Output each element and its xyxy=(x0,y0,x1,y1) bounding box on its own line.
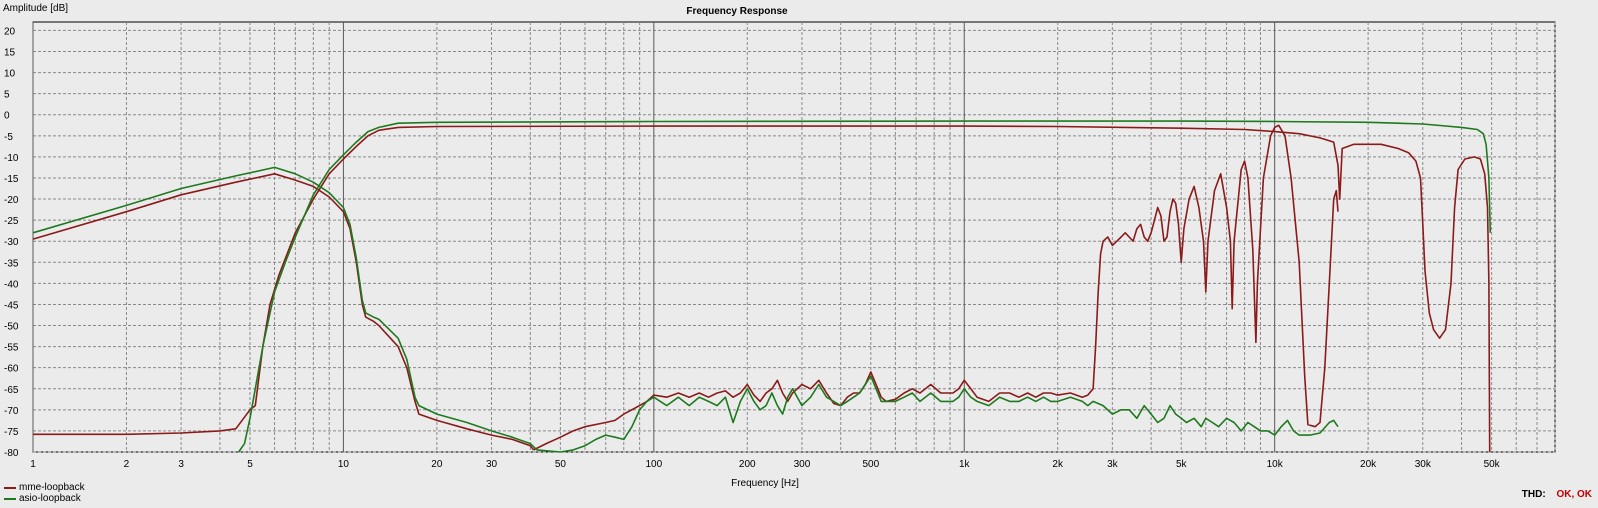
y-axis-label: Amplitude [dB] xyxy=(3,3,68,14)
series-line-asio-loopback xyxy=(536,375,1339,453)
x-tick-label: 2 xyxy=(124,459,130,470)
y-tick-label: -40 xyxy=(4,279,19,290)
x-tick-label: 50 xyxy=(555,459,567,470)
legend-label-asio: asio-loopback xyxy=(19,493,81,504)
series-line-asio-loopback xyxy=(32,166,538,451)
y-tick-label: 0 xyxy=(4,111,10,122)
x-tick-label: 10k xyxy=(1267,459,1284,470)
legend-swatch-asio xyxy=(4,497,16,500)
y-tick-label: -55 xyxy=(4,343,19,354)
grid xyxy=(32,22,1556,453)
x-tick-label: 5k xyxy=(1176,459,1188,470)
x-tick-label: 10 xyxy=(338,459,350,470)
x-axis-label: Frequency [Hz] xyxy=(731,478,799,489)
legend-item-asio: asio-loopback xyxy=(4,493,85,504)
y-tick-label: 15 xyxy=(4,48,16,59)
thd-label: THD: xyxy=(1521,489,1546,500)
x-tick-label: 20k xyxy=(1360,459,1377,470)
tick-labels: 20151050-5-10-15-20-25-30-35-40-45-50-55… xyxy=(4,26,1501,470)
legend-swatch-mme xyxy=(4,486,16,489)
y-tick-label: 10 xyxy=(4,69,16,80)
x-tick-label: 30 xyxy=(486,459,498,470)
x-tick-label: 1k xyxy=(959,459,971,470)
y-tick-label: -5 xyxy=(4,132,13,143)
thd-status: THD: OK, OK xyxy=(1522,489,1592,500)
x-tick-label: 20 xyxy=(431,459,443,470)
legend-label-mme: mme-loopback xyxy=(19,482,85,493)
x-tick-label: 500 xyxy=(862,459,879,470)
y-tick-label: 5 xyxy=(4,90,10,101)
y-tick-label: -30 xyxy=(4,237,19,248)
x-tick-label: 3k xyxy=(1107,459,1119,470)
y-tick-label: -35 xyxy=(4,258,19,269)
series-line-asio-loopback xyxy=(238,120,1492,453)
x-tick-label: 50k xyxy=(1484,459,1501,470)
legend-item-mme: mme-loopback xyxy=(4,482,85,493)
y-tick-label: -20 xyxy=(4,195,19,206)
x-tick-label: 100 xyxy=(645,459,662,470)
x-tick-label: 2k xyxy=(1052,459,1064,470)
y-tick-label: 20 xyxy=(4,26,16,37)
y-tick-label: -65 xyxy=(4,385,19,396)
chart-title: Frequency Response xyxy=(686,6,788,17)
y-tick-label: -10 xyxy=(4,153,19,164)
x-tick-label: 30k xyxy=(1415,459,1432,470)
thd-value: OK, OK xyxy=(1556,489,1592,500)
y-tick-label: -75 xyxy=(4,427,19,438)
y-tick-label: -50 xyxy=(4,322,19,333)
plot-background xyxy=(32,21,1556,453)
series-lines xyxy=(32,120,1492,453)
y-tick-label: -45 xyxy=(4,300,19,311)
legend: mme-loopback asio-loopback xyxy=(4,482,85,504)
x-tick-label: 1 xyxy=(30,459,36,470)
x-tick-label: 300 xyxy=(794,459,811,470)
y-tick-label: -80 xyxy=(4,448,19,459)
series-line-mme-loopback xyxy=(33,125,1491,453)
x-tick-label: 200 xyxy=(739,459,756,470)
y-tick-label: -25 xyxy=(4,216,19,227)
x-tick-label: 5 xyxy=(247,459,253,470)
y-tick-label: -70 xyxy=(4,406,19,417)
x-tick-label: 3 xyxy=(178,459,184,470)
y-tick-label: -60 xyxy=(4,364,19,375)
series-line-mme-loopback xyxy=(32,173,535,451)
y-tick-label: -15 xyxy=(4,174,19,185)
series-line-mme-loopback xyxy=(533,124,1339,451)
